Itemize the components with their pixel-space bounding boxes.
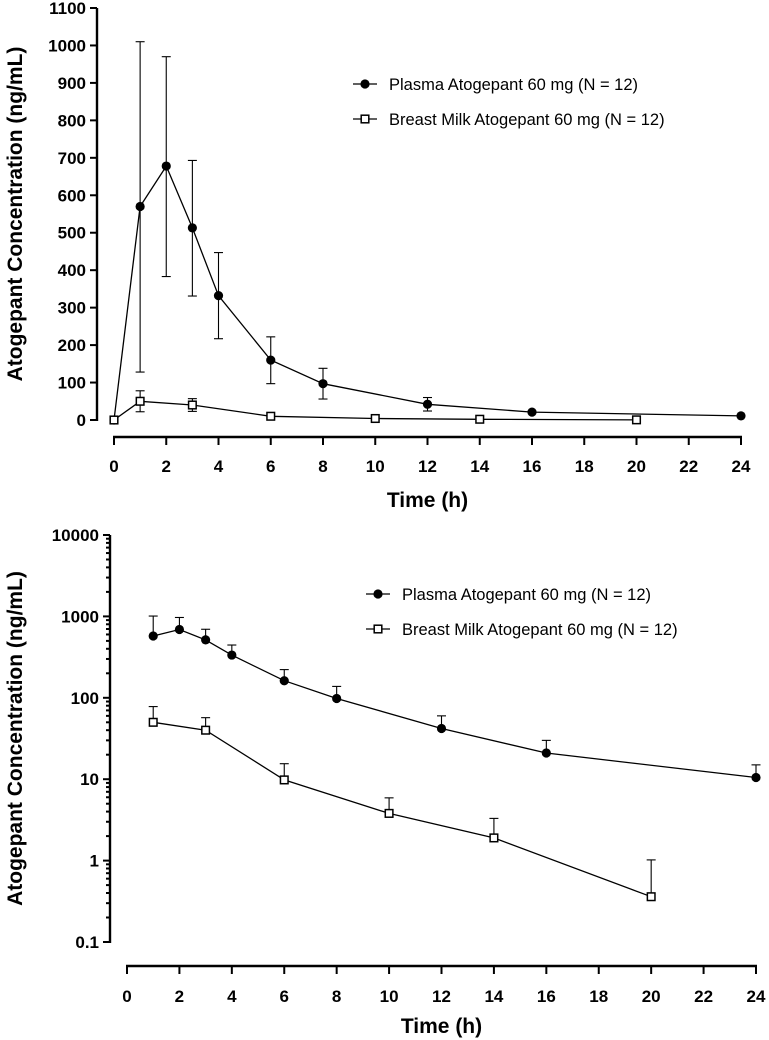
- y-tick-label: 900: [58, 74, 86, 93]
- plasma-legend-marker: [360, 79, 370, 89]
- breast-milk-legend-marker: [360, 114, 370, 124]
- x-tick-label: 6: [280, 987, 289, 1006]
- breast-milk-series-line: [153, 721, 652, 898]
- x-axis-title: Time (h): [401, 1015, 482, 1038]
- y-tick-label: 0.1: [75, 933, 99, 952]
- plasma-legend-label: Plasma Atogepant 60 mg (N = 12): [402, 586, 651, 604]
- breast-milk-data-point: [646, 892, 656, 902]
- x-tick-label: 10: [380, 987, 399, 1006]
- plasma-data-point: [279, 676, 289, 686]
- plasma-data-point: [227, 650, 237, 660]
- x-tick-label: 14: [484, 987, 503, 1006]
- y-tick-label: 500: [58, 224, 86, 243]
- y-tick-label: 10: [80, 770, 99, 789]
- breast-milk-data-point: [109, 415, 119, 425]
- x-tick-label: 18: [575, 457, 594, 476]
- breast-milk-data-point: [135, 396, 145, 406]
- y-tick-label: 1000: [48, 36, 86, 55]
- x-tick-label: 24: [732, 457, 751, 476]
- y-tick-label: 100: [58, 374, 86, 393]
- breast-milk-data-point: [475, 414, 485, 424]
- plasma-data-point: [201, 635, 211, 645]
- plasma-legend-marker: [373, 589, 383, 599]
- x-tick-label: 16: [523, 457, 542, 476]
- x-tick-label: 22: [679, 457, 698, 476]
- x-tick-label: 8: [332, 987, 341, 1006]
- y-tick-label: 10000: [52, 526, 99, 545]
- breast-milk-data-point: [187, 400, 197, 410]
- x-axis-title: Time (h): [387, 489, 468, 512]
- y-axis-title: Atogepant Concentration (ng/mL): [4, 47, 27, 382]
- breast-milk-data-point: [266, 411, 276, 421]
- breast-milk-legend-label: Breast Milk Atogepant 60 mg (N = 12): [402, 621, 678, 639]
- y-tick-label: 1: [90, 852, 99, 871]
- y-axis-title: Atogepant Concentration (ng/mL): [4, 571, 27, 906]
- y-tick-label: 400: [58, 261, 86, 280]
- breast-milk-data-point: [489, 833, 499, 843]
- plasma-data-point: [751, 772, 761, 783]
- x-tick-label: 20: [627, 457, 646, 476]
- x-tick-label: 4: [214, 457, 224, 476]
- plasma-data-point: [213, 291, 224, 301]
- plasma-data-point: [187, 223, 197, 233]
- breast-milk-data-point: [201, 725, 211, 735]
- y-tick-label: 600: [58, 186, 86, 205]
- plasma-data-point: [174, 624, 185, 635]
- plasma-data-point: [332, 693, 342, 704]
- plasma-data-point: [161, 161, 171, 171]
- breast-milk-data-point: [279, 775, 289, 785]
- y-tick-label: 200: [58, 336, 86, 355]
- x-tick-label: 16: [537, 987, 556, 1006]
- breast-milk-legend-marker: [373, 624, 383, 634]
- breast-milk-data-point: [148, 717, 158, 727]
- plasma-data-point: [135, 201, 145, 212]
- breast-milk-data-point: [370, 413, 380, 424]
- plasma-data-point: [318, 379, 328, 389]
- y-tick-label: 800: [58, 111, 86, 130]
- y-tick-label: 700: [58, 149, 86, 168]
- plasma-data-point: [422, 399, 433, 409]
- x-tick-label: 4: [227, 987, 237, 1006]
- breast-milk-data-point: [631, 415, 642, 425]
- y-tick-label: 0: [77, 411, 86, 430]
- x-tick-label: 24: [747, 987, 766, 1006]
- plasma-data-point: [148, 631, 158, 641]
- x-tick-label: 8: [318, 457, 327, 476]
- x-tick-label: 12: [418, 457, 437, 476]
- x-tick-label: 2: [175, 987, 184, 1006]
- y-tick-label: 100: [71, 689, 99, 708]
- plasma-data-point: [527, 407, 537, 417]
- x-tick-label: 10: [366, 457, 385, 476]
- x-tick-label: 20: [642, 987, 661, 1006]
- y-tick-label: 1000: [61, 607, 99, 626]
- plasma-legend-label: Plasma Atogepant 60 mg (N = 12): [389, 76, 638, 94]
- x-tick-label: 22: [694, 987, 713, 1006]
- plasma-series-line: [153, 628, 757, 779]
- plasma-data-point: [541, 748, 551, 758]
- x-tick-label: 12: [432, 987, 451, 1006]
- plasma-data-point: [436, 723, 447, 734]
- x-tick-label: 0: [122, 987, 131, 1006]
- x-tick-label: 14: [470, 457, 489, 476]
- breast-milk-legend-label: Breast Milk Atogepant 60 mg (N = 12): [389, 111, 665, 129]
- plasma-series-line: [113, 164, 742, 421]
- x-tick-label: 2: [162, 457, 171, 476]
- y-tick-label: 300: [58, 299, 86, 318]
- x-tick-label: 6: [266, 457, 275, 476]
- plasma-data-point: [736, 411, 746, 421]
- x-tick-label: 0: [109, 457, 118, 476]
- x-tick-label: 18: [589, 987, 608, 1006]
- breast-milk-data-point: [384, 808, 394, 818]
- y-tick-label: 1100: [49, 0, 86, 18]
- plasma-data-point: [266, 355, 276, 365]
